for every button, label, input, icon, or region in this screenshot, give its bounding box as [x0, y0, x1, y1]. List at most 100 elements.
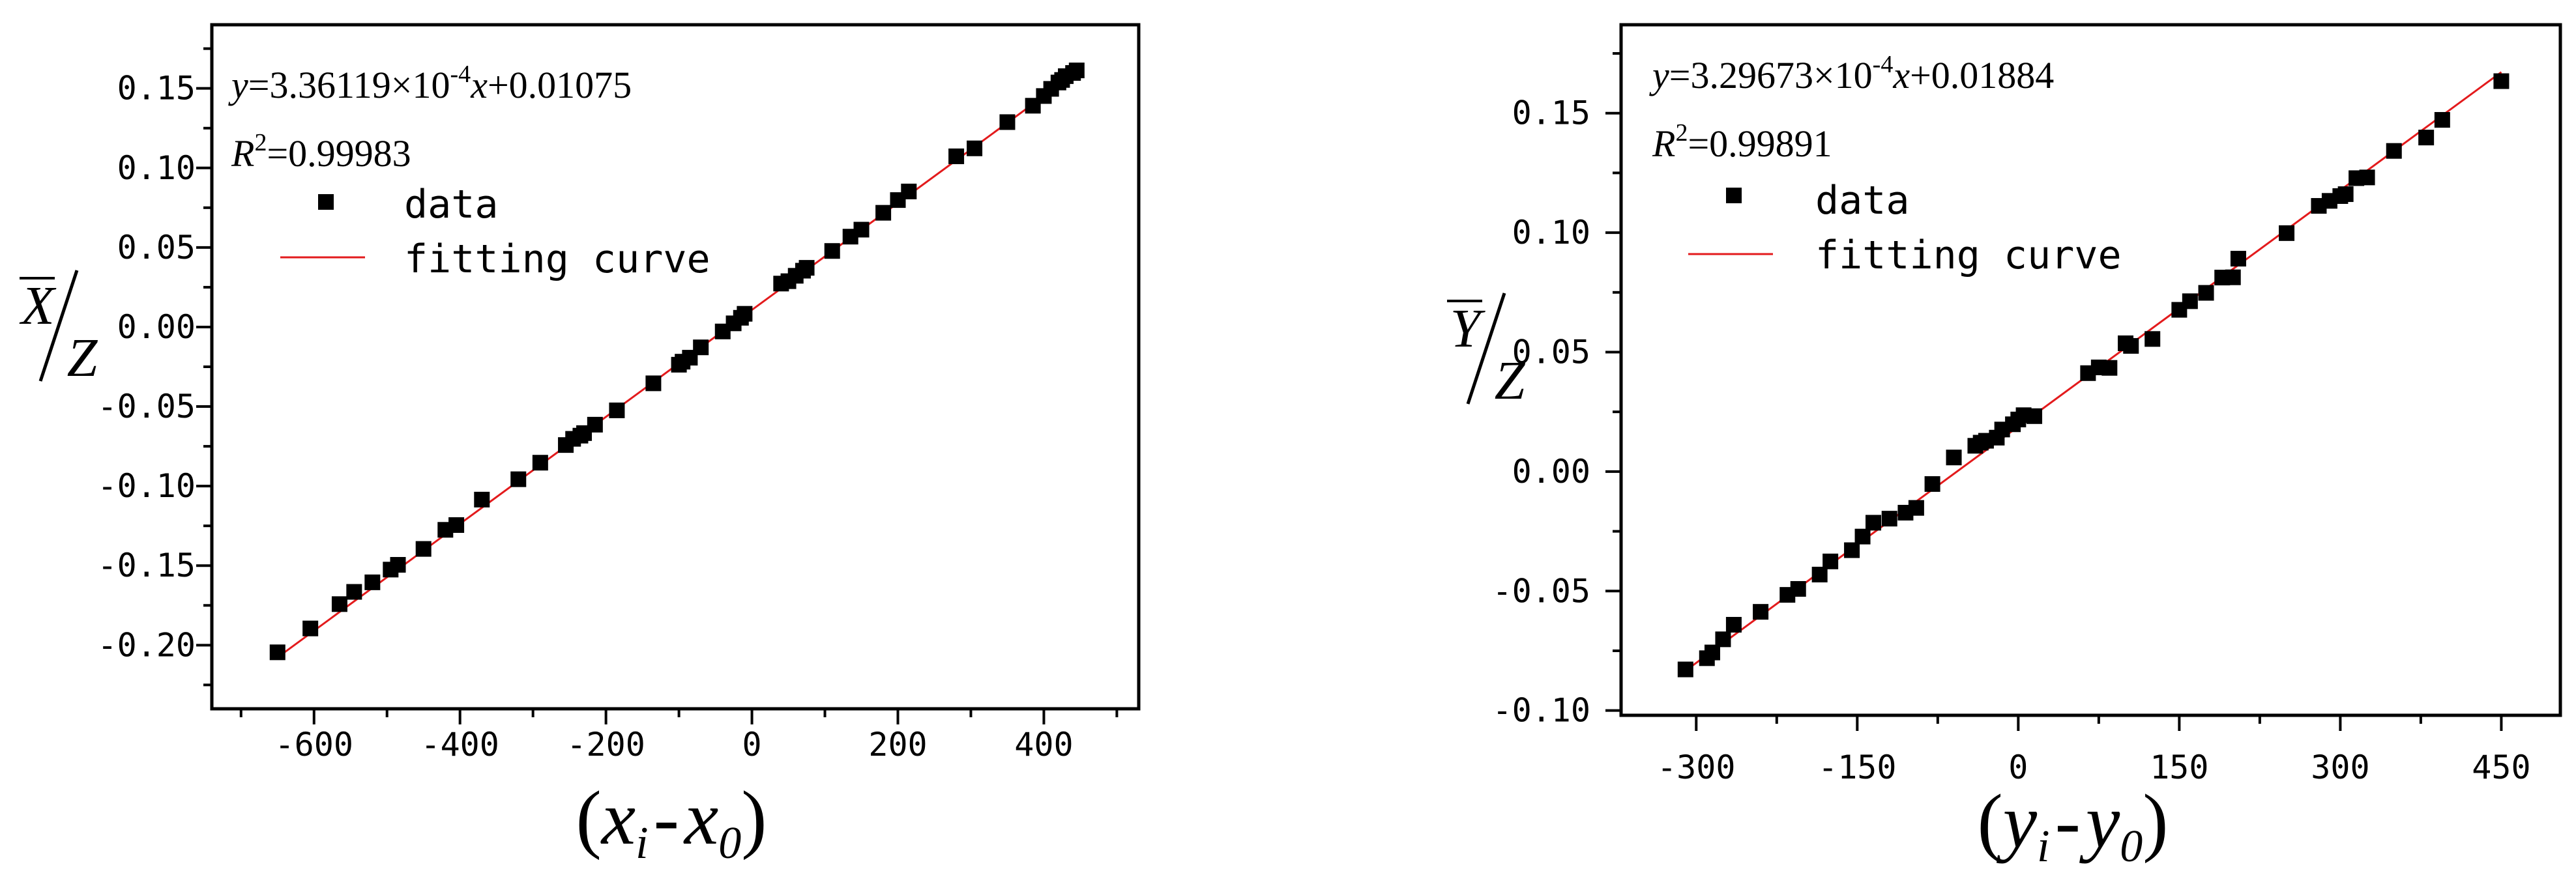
- x-axis-title-var-b: x: [683, 775, 718, 861]
- data-point: [2493, 73, 2510, 89]
- data-point: [2198, 285, 2214, 301]
- y-tick-label: -0.10: [97, 467, 196, 505]
- r-squared-exponent: 2: [1675, 119, 1688, 147]
- x-tick-label: 400: [1014, 726, 1073, 764]
- data-point: [824, 243, 840, 259]
- data-point: [1725, 616, 1742, 633]
- x-tick-label: 300: [2311, 749, 2369, 786]
- data-point: [2279, 225, 2295, 241]
- legend-data-marker: [318, 194, 334, 210]
- equation-lhs: y: [228, 64, 248, 106]
- data-point: [2386, 143, 2402, 159]
- r-squared-symbol: R: [231, 132, 254, 175]
- data-point: [302, 620, 319, 636]
- data-point: [2337, 186, 2354, 203]
- equation-intercept: +0.01075: [488, 64, 632, 106]
- data-point: [1677, 661, 1693, 678]
- x-axis-title-dash: -: [654, 775, 679, 861]
- y-tick-label: 0.15: [1512, 94, 1590, 132]
- data-point: [645, 375, 662, 392]
- x-axis-title-paren: (: [1977, 778, 2002, 864]
- data-point: [1704, 644, 1720, 661]
- x-axis-title-sub-a: i: [2037, 821, 2049, 871]
- r-squared-exponent: 2: [254, 129, 267, 156]
- data-point: [1881, 511, 1897, 527]
- y-tick-label: 0.10: [117, 149, 196, 187]
- data-point: [474, 491, 490, 507]
- data-point: [1854, 528, 1871, 545]
- right-chart-panel: -300 -150 0 150 300 450-0.10-0.050.000.050.10…: [1447, 23, 2562, 871]
- x-tick-label: 0: [742, 726, 762, 764]
- data-point: [693, 339, 709, 356]
- x-tick-label: -150: [1818, 749, 1896, 786]
- equation-variable: x: [1892, 54, 1910, 96]
- data-point: [364, 574, 381, 590]
- data-point: [415, 541, 432, 557]
- y-axis-title-numerator: X: [19, 276, 57, 336]
- y-tick-label: -0.10: [1492, 692, 1590, 730]
- data-point: [1924, 476, 1940, 492]
- data-point: [2182, 293, 2198, 309]
- y-tick-label: -0.05: [97, 388, 196, 425]
- legend-data-label: data: [404, 182, 499, 227]
- equation-intercept: +0.01884: [1910, 54, 2054, 96]
- x-axis-title-paren: (: [576, 775, 601, 861]
- equation-exponent: -4: [450, 61, 471, 88]
- x-axis-title-sub-b: 0: [2120, 821, 2143, 871]
- data-point: [798, 260, 815, 276]
- x-axis-title-dash: -: [2055, 778, 2081, 864]
- fit-equation: y=3.29673×10-4x+0.01884: [1649, 51, 2054, 96]
- plot-frame: [1619, 23, 2562, 717]
- equation-coefficient: =3.29673×10: [1669, 54, 1873, 96]
- r-squared-value: =0.99983: [267, 132, 411, 175]
- data-point: [2123, 337, 2139, 354]
- data-point: [1946, 450, 1962, 466]
- data-point: [901, 183, 917, 199]
- data-point: [948, 148, 965, 164]
- x-axis-title-sub-b: 0: [718, 818, 741, 868]
- x-axis-title-sub-a: i: [636, 818, 648, 868]
- data-point: [1844, 542, 1860, 558]
- x-axis-title-var-a: y: [1997, 778, 2038, 864]
- data-point: [2027, 408, 2043, 424]
- legend-fit-label: fitting curve: [404, 236, 710, 282]
- data-point: [2359, 169, 2375, 186]
- y-axis-title-numerator: Y: [1450, 298, 1486, 359]
- y-tick-label: -0.05: [1492, 572, 1590, 610]
- equation-lhs: y: [1649, 54, 1669, 96]
- y-tick-label: 0.05: [117, 229, 196, 266]
- x-tick-label: 150: [2150, 749, 2208, 786]
- data-point: [1908, 500, 1924, 516]
- data-point: [2434, 111, 2450, 128]
- y-axis-title-denominator: Z: [1495, 350, 1526, 411]
- x-tick-label: -400: [420, 726, 499, 764]
- data-point: [2225, 269, 2241, 285]
- data-point: [1822, 553, 1839, 569]
- x-axis-title: (xi-x0): [576, 775, 767, 868]
- data-point: [1811, 566, 1828, 582]
- data-point: [346, 584, 362, 600]
- y-axis-title-denominator: Z: [67, 328, 98, 388]
- data-point: [999, 114, 1016, 130]
- r-squared: R2=0.99891: [1652, 119, 1832, 165]
- data-point: [875, 205, 892, 221]
- r-squared-value: =0.99891: [1688, 122, 1832, 165]
- equation-coefficient: =3.36119×10: [248, 64, 450, 106]
- data-point: [609, 402, 625, 418]
- x-tick-label: -300: [1657, 749, 1735, 786]
- x-axis-title-var-a: x: [600, 775, 636, 861]
- data-point: [331, 596, 347, 612]
- x-tick-label: -200: [566, 726, 645, 764]
- x-tick-label: 0: [2008, 749, 2028, 786]
- y-tick-label: 0.10: [1512, 214, 1590, 251]
- data-point: [1753, 604, 1769, 620]
- y-tick-label: 0.00: [117, 308, 196, 346]
- data-point: [1068, 63, 1085, 79]
- y-tick-label: 0.00: [1512, 453, 1590, 491]
- data-point: [1790, 580, 1806, 597]
- legend-data-label: data: [1815, 178, 1910, 223]
- y-tick-label: -0.20: [97, 626, 196, 664]
- y-tick-label: 0.05: [1512, 333, 1590, 371]
- data-point: [967, 140, 983, 156]
